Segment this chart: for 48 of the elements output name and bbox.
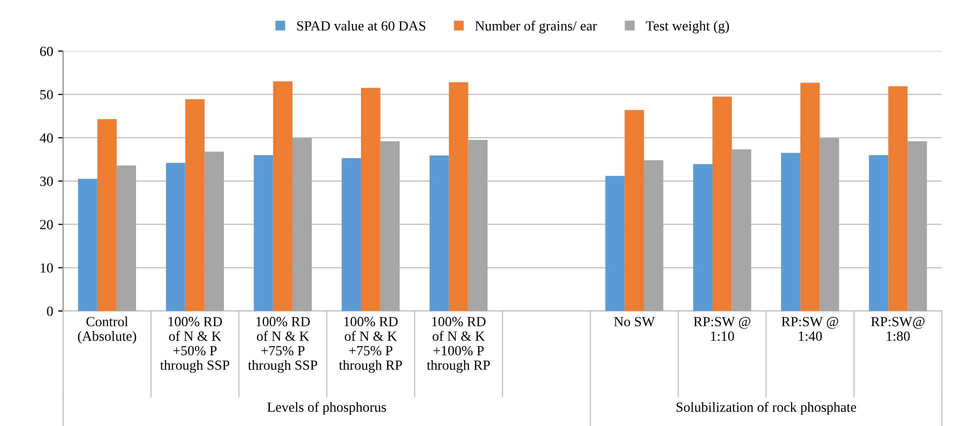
bar (732, 149, 752, 311)
bar (185, 99, 205, 311)
x-tick-label: 100% RD of N & K +50% P through SSP (160, 316, 230, 373)
bar (361, 88, 380, 311)
y-tick-label: 0 (46, 306, 53, 316)
bar (605, 176, 625, 311)
bar (430, 155, 449, 311)
bar (712, 96, 732, 311)
y-tick-label: 30 (40, 176, 53, 186)
y-tick-label: 60 (40, 46, 53, 56)
bar (166, 162, 186, 311)
bar (97, 119, 117, 311)
bar (116, 165, 136, 311)
bar (693, 164, 713, 311)
bar (800, 82, 820, 311)
y-tick-label: 50 (40, 90, 53, 100)
legend-label: SPAD value at 60 DAS (297, 20, 426, 31)
x-tick-label: Control (Absolute) (78, 316, 136, 344)
bar (380, 141, 400, 311)
bar (888, 86, 908, 311)
x-tick-label: RP:SW@ 1:80 (871, 316, 924, 341)
x-tick-label: RP:SW @ 1:40 (782, 316, 838, 341)
y-tick-label: 40 (40, 133, 53, 143)
text: Solubilization of rock phosphate (676, 402, 856, 415)
bar (204, 152, 224, 311)
x-tick-label: 100% RD of N & K +75% P through RP (338, 316, 402, 373)
x-tick-label: No SW (614, 316, 655, 326)
bar (908, 141, 927, 311)
bar (781, 152, 800, 311)
y-tick-label: 20 (40, 220, 53, 230)
legend-label: Test weight (g) (646, 20, 729, 34)
bar (820, 138, 840, 311)
bar (644, 160, 664, 311)
legend-label: Number of grains/ ear (475, 20, 597, 34)
bar (254, 155, 274, 311)
bar (624, 110, 644, 311)
bar (448, 82, 468, 311)
bar (78, 178, 98, 311)
bar (273, 81, 292, 311)
bar (468, 140, 488, 311)
bar (292, 138, 312, 311)
x-tick-label: 100% RD of N & K +100% P through RP (426, 316, 490, 373)
x-tick-label: 100% RD of N & K +75% P through SSP (248, 316, 318, 373)
x-tick-label: RP:SW @ 1:10 (694, 316, 750, 341)
bar (868, 155, 888, 311)
text: Levels of phosphorus (267, 402, 386, 415)
bar (342, 158, 362, 311)
y-tick-label: 10 (40, 263, 53, 273)
